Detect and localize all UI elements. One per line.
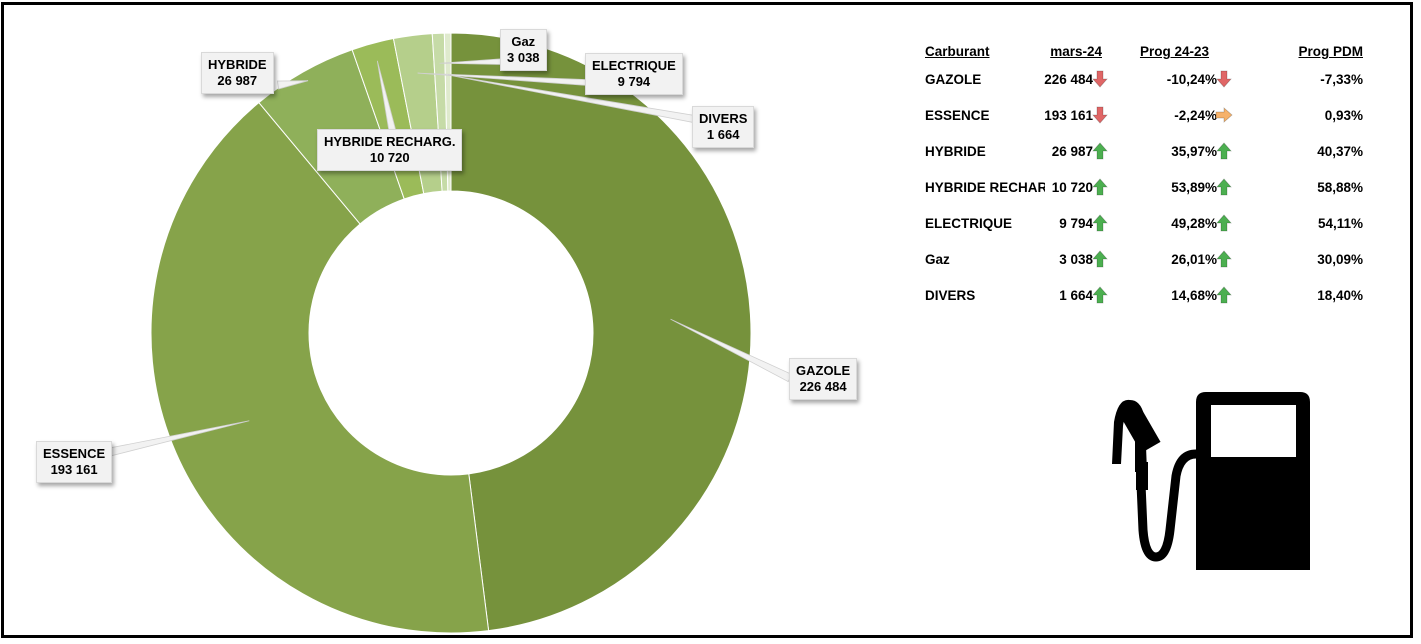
- arrow-up-icon: [1092, 250, 1108, 268]
- arrow-up-icon: [1216, 250, 1232, 268]
- label-divers: DIVERS 1 664: [692, 106, 755, 148]
- fuel-pdm: 40,37%: [1317, 144, 1363, 159]
- arrow-down-icon: [1216, 70, 1232, 88]
- fuel-pump-icon: [1112, 392, 1310, 570]
- trend-prog-icon: [1215, 178, 1233, 196]
- trend-value-icon: [1091, 178, 1109, 196]
- fuel-name: HYBRIDE RECHARGEABLE: [925, 180, 1045, 195]
- label-hybride-recharg-name: HYBRIDE RECHARG.: [324, 134, 456, 149]
- arrow-down-icon: [1092, 106, 1108, 124]
- label-hybride-name: HYBRIDE: [208, 57, 267, 72]
- table-body: GAZOLE 226 484 -10,24% -7,33% ESSENCE 193 161…: [915, 70, 1395, 324]
- table-header: Carburant mars-24 Prog 24-23 Prog PDM: [915, 44, 1395, 72]
- fuel-prog: 35,97%: [1171, 144, 1217, 159]
- arrow-up-icon: [1216, 286, 1232, 304]
- arrow-right-icon: [1215, 107, 1233, 123]
- trend-prog-icon: [1215, 106, 1233, 124]
- trend-value-icon: [1091, 286, 1109, 304]
- fuel-prog: 26,01%: [1171, 252, 1217, 267]
- label-essence-value: 193 161: [50, 462, 98, 477]
- fuel-name: GAZOLE: [925, 72, 982, 87]
- label-gaz-value: 3 038: [507, 50, 540, 65]
- label-gazole-value: 226 484: [799, 379, 847, 394]
- label-electrique-value: 9 794: [617, 74, 651, 89]
- fuel-prog: -10,24%: [1166, 72, 1217, 87]
- header-prog-24-23: Prog 24-23: [1139, 44, 1209, 59]
- arrow-up-icon: [1092, 214, 1108, 232]
- trend-value-icon: [1091, 106, 1109, 124]
- fuel-value: 10 720: [1051, 180, 1093, 195]
- arrow-up-icon: [1092, 286, 1108, 304]
- fuel-prog: 49,28%: [1171, 216, 1217, 231]
- label-electrique-name: ELECTRIQUE: [592, 58, 676, 73]
- header-month: mars-24: [1050, 44, 1102, 59]
- trend-value-icon: [1091, 70, 1109, 88]
- label-hybride-recharg-value: 10 720: [369, 150, 410, 165]
- arrow-up-icon: [1216, 214, 1232, 232]
- fuel-table: Carburant mars-24 Prog 24-23 Prog PDM GA…: [915, 44, 1395, 324]
- arrow-up-icon: [1092, 178, 1108, 196]
- arrow-down-icon: [1092, 70, 1108, 88]
- leader-line: [276, 80, 309, 90]
- fuel-value: 193 161: [1044, 108, 1093, 123]
- fuel-value: 1 664: [1059, 288, 1093, 303]
- label-gazole: GAZOLE 226 484: [789, 358, 858, 400]
- trend-prog-icon: [1215, 142, 1233, 160]
- fuel-value: 26 987: [1051, 144, 1093, 159]
- fuel-name: ESSENCE: [925, 108, 990, 123]
- fuel-pdm: 58,88%: [1317, 180, 1363, 195]
- fuel-pdm: 0,93%: [1324, 108, 1363, 123]
- fuel-name: Gaz: [925, 252, 950, 267]
- header-prog-pdm: Prog PDM: [1298, 44, 1363, 59]
- table-row: Gaz 3 038 26,01% 30,09%: [915, 250, 1395, 288]
- arrow-up-icon: [1092, 142, 1108, 160]
- table-row: ELECTRIQUE 9 794 49,28% 54,11%: [915, 214, 1395, 252]
- trend-value-icon: [1091, 214, 1109, 232]
- fuel-pdm: 30,09%: [1317, 252, 1363, 267]
- fuel-prog: 53,89%: [1171, 180, 1217, 195]
- header-carburant: Carburant: [925, 44, 990, 59]
- label-hybride-value: 26 987: [217, 73, 258, 88]
- slice-gazole: [450, 32, 752, 632]
- table-row: ESSENCE 193 161 -2,24% 0,93%: [915, 106, 1395, 144]
- fuel-prog: 14,68%: [1171, 288, 1217, 303]
- label-hybride-recharg: HYBRIDE RECHARG. 10 720: [317, 129, 463, 171]
- fuel-name: HYBRIDE: [925, 144, 986, 159]
- fuel-pdm: 54,11%: [1317, 216, 1363, 231]
- label-electrique: ELECTRIQUE 9 794: [585, 53, 683, 95]
- label-gazole-name: GAZOLE: [796, 363, 851, 378]
- fuel-value: 9 794: [1059, 216, 1093, 231]
- trend-prog-icon: [1215, 70, 1233, 88]
- table-row: HYBRIDE 26 987 35,97% 40,37%: [915, 142, 1395, 180]
- fuel-prog: -2,24%: [1174, 108, 1217, 123]
- table-row: DIVERS 1 664 14,68% 18,40%: [915, 286, 1395, 324]
- arrow-up-icon: [1216, 178, 1232, 196]
- label-essence: ESSENCE 193 161: [36, 441, 113, 483]
- label-hybride: HYBRIDE 26 987: [201, 52, 274, 94]
- label-gaz-name: Gaz: [511, 34, 536, 49]
- fuel-name: ELECTRIQUE: [925, 216, 1013, 231]
- table-row: GAZOLE 226 484 -10,24% -7,33%: [915, 70, 1395, 108]
- arrow-up-icon: [1216, 142, 1232, 160]
- table-row: HYBRIDE RECHARGEABLE 10 720 53,89% 58,88%: [915, 178, 1395, 216]
- label-gaz: Gaz 3 038: [500, 29, 547, 71]
- fuel-value: 3 038: [1059, 252, 1093, 267]
- trend-prog-icon: [1215, 214, 1233, 232]
- label-divers-name: DIVERS: [699, 111, 748, 126]
- fuel-pdm: -7,33%: [1320, 72, 1363, 87]
- trend-prog-icon: [1215, 250, 1233, 268]
- trend-prog-icon: [1215, 286, 1233, 304]
- fuel-value: 226 484: [1044, 72, 1093, 87]
- trend-value-icon: [1091, 250, 1109, 268]
- slice-essence: [150, 101, 490, 634]
- fuel-pdm: 18,40%: [1317, 288, 1363, 303]
- fuel-name: DIVERS: [925, 288, 976, 303]
- label-divers-value: 1 664: [706, 127, 740, 142]
- trend-value-icon: [1091, 142, 1109, 160]
- label-essence-name: ESSENCE: [43, 446, 106, 461]
